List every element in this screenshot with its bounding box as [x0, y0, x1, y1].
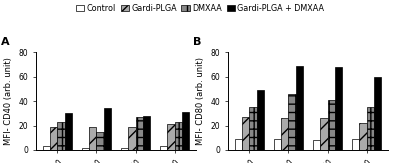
Y-axis label: MFI- CD80 (arb. unit): MFI- CD80 (arb. unit)	[196, 57, 205, 145]
Bar	[288, 94, 296, 150]
Bar	[143, 116, 150, 150]
Bar	[242, 117, 250, 150]
Bar	[250, 107, 257, 150]
Text: B: B	[193, 37, 201, 47]
Bar	[104, 108, 111, 150]
Bar	[89, 127, 96, 150]
Bar	[335, 67, 342, 150]
Bar	[296, 66, 303, 150]
Bar	[43, 146, 50, 150]
Bar	[235, 139, 242, 150]
Legend: Control, Gardi-PLGA, DMXAA, Gardi-PLGA + DMXAA: Control, Gardi-PLGA, DMXAA, Gardi-PLGA +…	[76, 4, 324, 13]
Bar	[96, 132, 104, 150]
Bar	[182, 112, 189, 150]
Bar	[328, 100, 335, 150]
Bar	[257, 90, 264, 150]
Bar	[320, 118, 328, 150]
Bar	[352, 139, 359, 150]
Bar	[366, 107, 374, 150]
Bar	[58, 122, 65, 150]
Bar	[65, 113, 72, 150]
Bar	[82, 148, 89, 150]
Bar	[128, 127, 136, 150]
Bar	[160, 146, 167, 150]
Bar	[313, 140, 320, 150]
Bar	[174, 122, 182, 150]
Text: A: A	[1, 37, 10, 47]
Bar	[374, 77, 381, 150]
Bar	[281, 118, 288, 150]
Bar	[50, 127, 58, 150]
Bar	[359, 123, 366, 150]
Bar	[167, 124, 174, 150]
Bar	[121, 148, 128, 150]
Bar	[274, 139, 281, 150]
Bar	[136, 117, 143, 150]
Y-axis label: MFI- CD40 (arb. unit): MFI- CD40 (arb. unit)	[4, 57, 13, 145]
